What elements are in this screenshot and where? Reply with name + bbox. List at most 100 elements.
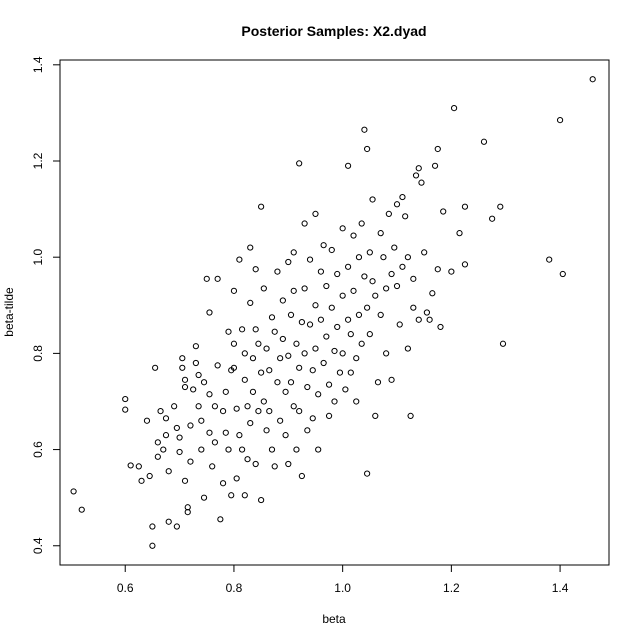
data-point: [298, 472, 305, 480]
data-point: [450, 104, 458, 112]
data-point: [268, 446, 276, 453]
data-point: [209, 463, 216, 470]
y-tick-label: 1.0: [31, 249, 45, 266]
data-point: [339, 292, 346, 299]
data-point: [431, 162, 439, 169]
data-point: [353, 398, 360, 405]
data-point: [306, 256, 314, 263]
data-point: [149, 542, 156, 549]
data-point: [165, 518, 172, 525]
x-tick-label: 0.6: [117, 581, 134, 595]
data-point: [358, 220, 365, 227]
data-point: [402, 213, 409, 220]
data-point: [415, 316, 422, 323]
data-point: [255, 340, 262, 347]
data-point: [410, 304, 417, 311]
data-point: [165, 468, 172, 475]
data-point: [211, 439, 219, 446]
data-point: [312, 302, 319, 309]
data-point: [192, 343, 199, 350]
data-point: [399, 193, 406, 201]
data-point: [260, 285, 267, 292]
data-point: [258, 203, 265, 210]
data-point: [296, 160, 303, 167]
data-point: [282, 388, 289, 395]
y-axis-label: beta-tilde: [2, 287, 16, 337]
data-point: [252, 326, 259, 333]
data-point: [274, 379, 281, 386]
data-point: [258, 369, 265, 376]
data-point: [361, 273, 368, 280]
data-point: [233, 405, 240, 412]
data-point: [301, 220, 308, 227]
data-point: [162, 432, 170, 439]
data-point: [238, 326, 246, 333]
data-point: [173, 424, 180, 432]
data-point: [320, 359, 327, 367]
data-point: [198, 417, 205, 424]
data-point: [285, 258, 292, 266]
data-point: [241, 350, 248, 357]
data-point: [369, 196, 376, 203]
data-point: [285, 352, 292, 359]
data-point: [230, 364, 238, 371]
y-tick-label: 0.4: [31, 537, 45, 554]
x-tick-label: 1.2: [443, 581, 460, 595]
data-point: [334, 323, 341, 331]
data-point: [222, 388, 229, 395]
data-point: [249, 355, 257, 362]
data-point: [266, 367, 273, 374]
data-point: [393, 282, 401, 290]
data-point: [440, 208, 447, 215]
data-point: [448, 268, 455, 275]
data-point: [160, 446, 167, 453]
y-axis: 0.4 0.6 0.8 1.0 1.2 1.4: [31, 56, 61, 554]
data-point: [78, 506, 85, 513]
data-point: [410, 275, 417, 282]
data-point: [320, 242, 327, 249]
data-point: [559, 270, 566, 278]
x-axis: 0.6 0.8 1.0 1.2 1.4: [117, 564, 569, 595]
data-point: [154, 439, 161, 446]
x-axis-label: beta: [322, 612, 346, 626]
data-point: [187, 458, 194, 465]
data-point: [198, 446, 205, 453]
data-point: [339, 350, 346, 357]
data-point: [206, 391, 213, 398]
data-point: [179, 364, 186, 371]
x-tick-label: 0.8: [226, 581, 243, 595]
data-point: [434, 145, 441, 153]
data-point: [190, 386, 197, 393]
data-point: [271, 463, 278, 470]
data-point: [423, 309, 431, 316]
data-point: [344, 162, 352, 169]
data-point: [263, 345, 270, 352]
data-point: [241, 492, 248, 499]
data-point: [412, 172, 420, 179]
data-point: [355, 311, 363, 319]
data-point: [350, 287, 357, 294]
data-point: [176, 448, 183, 456]
data-point: [214, 362, 221, 369]
data-point: [236, 432, 243, 439]
data-point: [127, 462, 134, 469]
data-point: [200, 494, 208, 501]
data-point: [434, 266, 441, 273]
data-point: [181, 383, 189, 391]
data-point: [287, 379, 295, 386]
data-point: [181, 477, 189, 484]
data-point: [206, 429, 213, 436]
data-point: [247, 299, 254, 306]
data-point: [225, 328, 232, 335]
data-point: [489, 215, 496, 222]
data-point: [255, 407, 262, 415]
data-point: [192, 359, 199, 367]
data-point: [339, 225, 346, 232]
data-point: [355, 254, 363, 261]
data-point: [309, 367, 316, 374]
data-point: [247, 420, 254, 427]
chart-title: Posterior Samples: X2.dyad: [241, 23, 426, 39]
data-point: [176, 434, 183, 441]
data-point: [122, 406, 129, 413]
